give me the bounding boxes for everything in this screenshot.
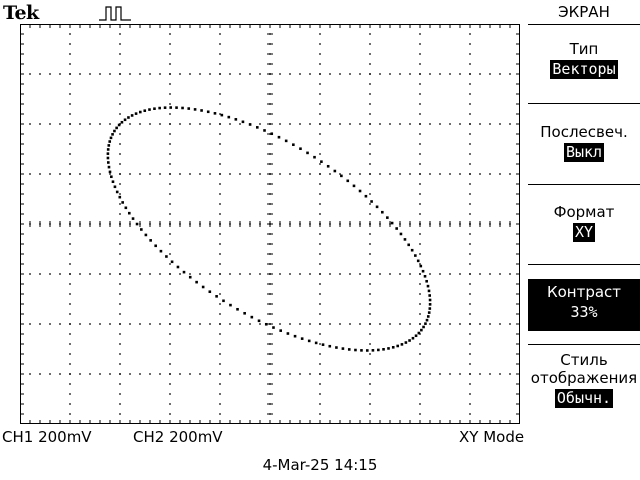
menu-item-persistence[interactable]: Послесвеч. Выкл (528, 123, 640, 179)
pulse-trigger-icon (99, 6, 131, 21)
menu-title: ЭКРАН (558, 3, 610, 21)
menu-item-value: 33% (568, 303, 600, 322)
menu-item-label: Формат (553, 203, 615, 221)
menu-item-contrast[interactable]: Контраст 33% (528, 279, 640, 331)
menu-item-value: Обычн. (554, 389, 614, 408)
menu-separator (528, 264, 640, 265)
menu-item-value: XY (572, 223, 596, 242)
menu-item-label: Тип (569, 40, 599, 58)
menu-separator (528, 344, 640, 345)
menu-item-label: отображения (530, 369, 638, 387)
menu-item-label: Контраст (546, 283, 622, 301)
menu-item-value: Векторы (550, 60, 618, 79)
menu-item-display-style[interactable]: Стиль отображения Обычн. (528, 351, 640, 421)
waveform-display (20, 24, 520, 424)
date-time: 4-Mar-25 14:15 (262, 456, 378, 474)
xy-mode-label: XY Mode (459, 428, 525, 446)
menu-item-label: Послесвеч. (540, 123, 628, 141)
ch1-scale: CH1 200mV (2, 428, 92, 446)
menu-item-value: Выкл (563, 143, 605, 162)
menu-item-format[interactable]: Формат XY (528, 203, 640, 259)
menu-separator (528, 184, 640, 185)
menu-separator (528, 24, 640, 25)
ch2-scale: CH2 200mV (133, 428, 223, 446)
menu-separator (528, 103, 640, 104)
menu-item-label: Стиль (560, 351, 608, 369)
menu-item-type[interactable]: Тип Векторы (528, 40, 640, 96)
brand-logo: Tek (3, 2, 39, 24)
